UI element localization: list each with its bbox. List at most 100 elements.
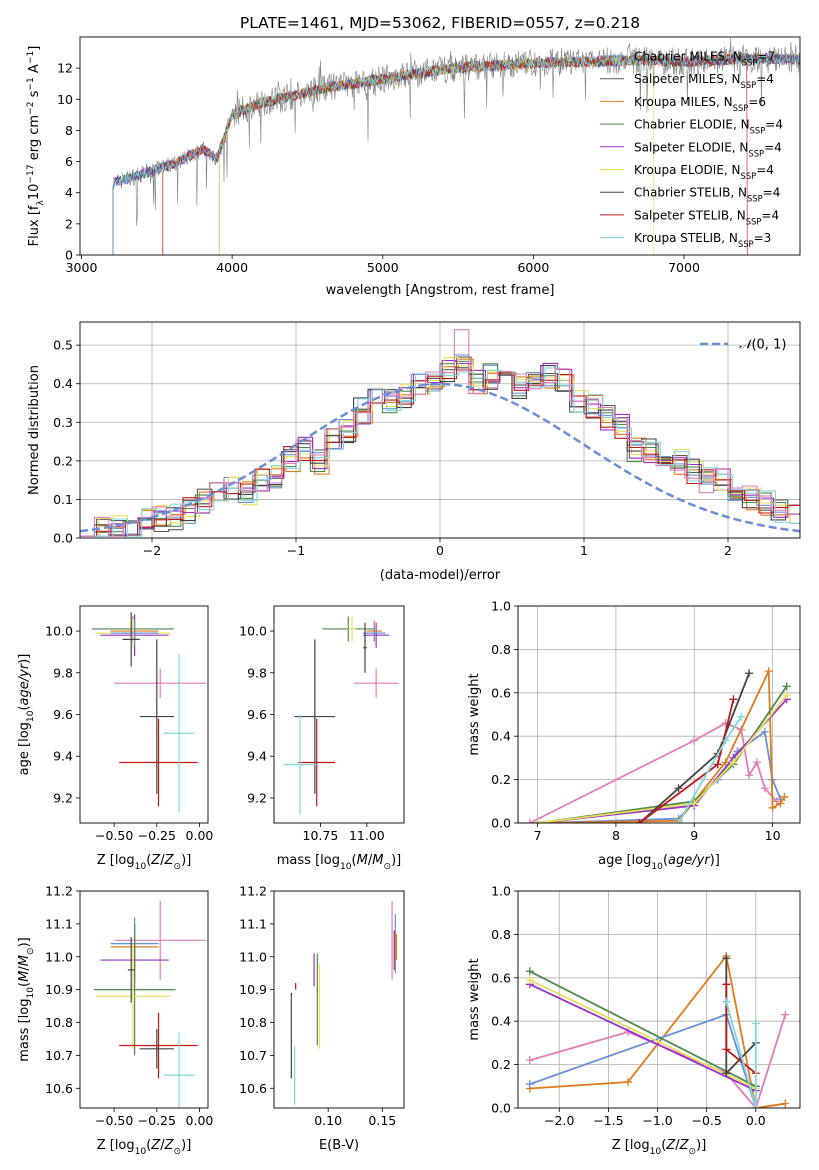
series-marker-kroupa-elodie (533, 819, 542, 823)
age_vs_Z-ylabel-part: age/yr (17, 662, 32, 705)
y-tick-label: 10 (57, 92, 73, 107)
hist-step-salpeter-elodie (82, 360, 800, 537)
y-tick-label: 0.2 (491, 1057, 511, 1072)
age_vs_mass-xlabel-part: )] (391, 853, 401, 868)
series-marker-extra-pink (752, 758, 761, 767)
y-tick-label: 10.0 (45, 624, 73, 639)
mass_vs_Z-xlabel: Z [log10(Z/Z⊙)] (97, 1138, 192, 1157)
x-tick-label: 7 (534, 828, 542, 843)
mass_vs_ebv-plot-area (290, 900, 398, 1105)
series-marker-extra-pink (690, 736, 699, 745)
series-marker-kroupa-stelib (751, 1019, 760, 1028)
y-tick-label: 9.4 (53, 749, 73, 764)
hist-step-extra-pink (80, 329, 800, 537)
x-tick-label: 0.00 (186, 1113, 214, 1128)
age_vs_mass-plot-area (283, 616, 399, 815)
age_vs_Z-xlabel-part: ( (146, 853, 151, 868)
series-marker-kroupa-stelib (737, 712, 746, 721)
age_vs_mass-frame (273, 605, 405, 824)
y-tick-label: 10.7 (45, 1048, 73, 1063)
mass_vs_Z-ylabel-part: ⊙ (26, 947, 36, 955)
age_vs_mass-xlabel-part: mass [log (277, 853, 340, 868)
mass_weight_vs_Z-xlabel-part: )] (696, 1138, 706, 1153)
y-tick-label: 12 (57, 61, 73, 76)
x-tick-label: −0.50 (95, 1113, 133, 1128)
y-tick-label: 0.4 (491, 729, 511, 744)
y-tick-label: 0.2 (53, 453, 73, 468)
series-marker-kroupa-miles (781, 1099, 790, 1108)
mass_weight_vs_Z-xlabel-part: ( (661, 1138, 666, 1153)
spectrum-ylabel-part: −17 (26, 164, 36, 183)
x-tick-label: 9 (690, 828, 698, 843)
y-tick-label: 0 (65, 248, 73, 263)
mass_vs_Z-plot-area (93, 900, 207, 1108)
mass_vs_Z-ylabel-part: M (17, 971, 32, 982)
legend-label-kroupa-stelib-part: Kroupa STELIB, N (634, 231, 738, 245)
mass_weight_vs_Z-axes: −2.0 −1.5 −1.0 −0.5 0.0 0.0 0.2 0.4 0.6 0.8 1.0 (491, 884, 800, 1128)
mass_vs_ebv-xlabel-part: E(B-V) (319, 1138, 359, 1153)
x-tick-label: −1.0 (642, 1113, 672, 1128)
x-tick-label: −0.25 (138, 1113, 176, 1128)
x-tick-label: 0 (436, 543, 444, 558)
hist-step-kroupa-elodie (84, 357, 800, 537)
mass_vs_Z-xlabel-part: ( (146, 1138, 151, 1153)
y-tick-label: 0.6 (491, 970, 511, 985)
age_vs_Z-axes: −0.50 −0.25 0.00 9.2 9.4 9.6 9.8 10.0 (45, 624, 213, 843)
y-tick-label: 11.1 (239, 916, 267, 931)
age_vs_mass-xlabel-part: M (357, 853, 368, 868)
y-tick-label: 9.4 (247, 749, 267, 764)
data-spectrum-line (112, 38, 800, 226)
y-tick-label: 10.7 (239, 1048, 267, 1063)
spectrum-ylabel-part: erg cm (27, 115, 42, 164)
model-spectrum-kroupa-stelib (112, 53, 800, 255)
age_vs_mass-xlabel-part: ( (352, 853, 357, 868)
mass_weight_vs_age-xlabel-part: ( (663, 853, 668, 868)
legend-label-chabrier-elodie-part: SSP (750, 126, 766, 136)
mass_vs_Z-xlabel-part: 10 (135, 1147, 147, 1157)
y-tick-label: 11.0 (239, 949, 267, 964)
y-tick-label: 10.6 (239, 1081, 267, 1096)
y-tick-label: 9.6 (247, 707, 267, 722)
spectrum-ylabel-part: s (27, 90, 42, 101)
mass_vs_Z-xlabel-part: Z [log (97, 1138, 135, 1153)
series-line-kroupa-stelib (725, 1001, 757, 1108)
legend-label-salpeter-miles-part: =4 (756, 72, 774, 86)
age_vs_Z-ylabel: age [log10(age/yr)] (17, 654, 36, 776)
x-tick-label: 3000 (66, 260, 98, 275)
age_vs_Z-ylabel-part: )] (17, 654, 32, 664)
y-tick-label: 9.2 (53, 790, 73, 805)
legend-label-salpeter-miles: Salpeter MILES, NSSP=4 (634, 72, 774, 90)
legend-label-chabrier-stelib: Chabrier STELIB, NSSP=4 (634, 186, 780, 204)
series-marker-kroupa-elodie (525, 975, 534, 984)
residuals-frame (79, 321, 801, 539)
spectrum-frame (79, 36, 801, 256)
mass_vs_Z-ylabel-part: ( (17, 982, 32, 987)
x-tick-label: 4000 (216, 260, 248, 275)
series-marker-kroupa-stelib (674, 819, 683, 823)
series-marker-salpeter-stelib (722, 980, 731, 989)
series-marker-extra-pink (760, 784, 769, 793)
series-marker-extra-pink (781, 1010, 790, 1019)
residuals-axes: −2 −1 0 1 2 0.0 0.1 0.2 0.3 0.4 0.5 (53, 322, 800, 558)
mass_weight_vs_age-xlabel-part: age/yr (668, 853, 711, 868)
series-line-kroupa-elodie (529, 979, 757, 1090)
spectrum-ylabel: Flux [fλ10−17 erg cm−2 s−1 A−1] (26, 46, 46, 247)
legend-label-kroupa-elodie-part: =4 (756, 163, 774, 177)
spectrum-ylabel-part: −2 (26, 102, 36, 115)
age_vs_Z-plot-area (91, 612, 207, 813)
residuals-xlabel: (data-model)/error (380, 568, 501, 583)
y-tick-label: 0.0 (491, 1101, 511, 1116)
x-tick-label: 11.00 (349, 828, 385, 843)
mass_weight_vs_age-xlabel: age [log10(age/yr)] (598, 853, 720, 872)
legend-label-kroupa-elodie: Kroupa ELODIE, NSSP=4 (634, 163, 774, 181)
series-marker-chabrier-elodie (782, 682, 791, 691)
legend-label-chabrier-elodie-part: Chabrier ELODIE, N (634, 118, 750, 132)
mass_vs_Z-xlabel-part: ⊙ (174, 1147, 182, 1157)
age_vs_mass-xlabel-part: 10 (340, 862, 352, 872)
mass_weight_vs_age-frame (517, 605, 801, 824)
y-tick-label: 1.0 (491, 599, 511, 614)
spectrum-ylabel-part: A (27, 64, 42, 77)
mass_weight_vs_Z-xlabel: Z [log10(Z/Z⊙)] (612, 1138, 707, 1157)
legend-label-chabrier-elodie: Chabrier ELODIE, NSSP=4 (634, 118, 783, 136)
mass_weight_vs_age-plot-area (525, 667, 791, 823)
